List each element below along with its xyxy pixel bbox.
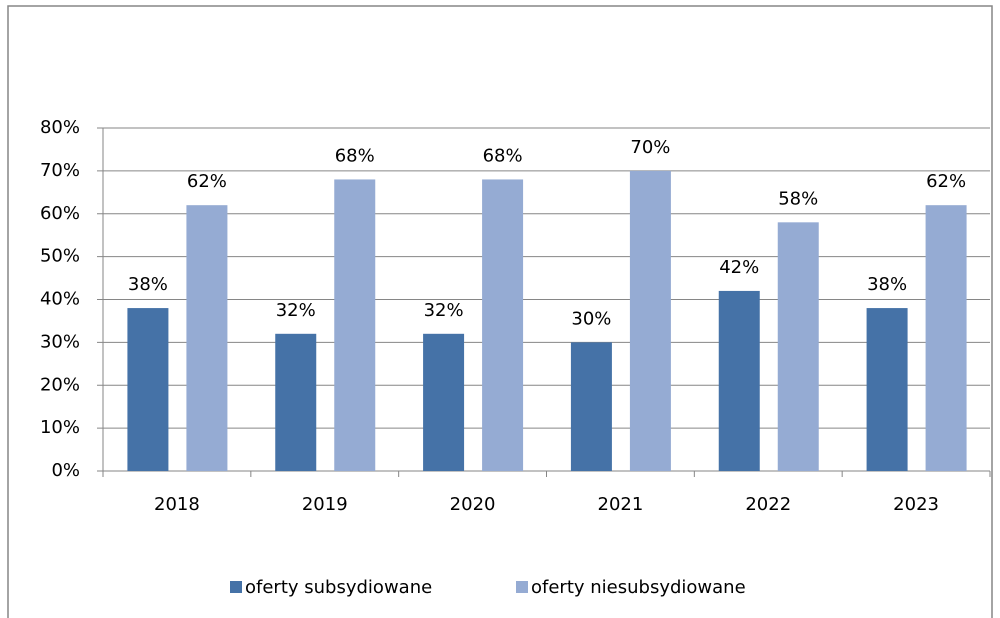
data-label: 38% <box>128 274 168 295</box>
bar <box>423 333 465 471</box>
legend-label: oferty niesubsydiowane <box>531 577 746 598</box>
bar <box>629 170 671 471</box>
chart-frame <box>7 5 993 618</box>
y-tick-label: 10% <box>40 417 80 438</box>
y-tick-label: 40% <box>40 289 80 310</box>
x-tick-label: 2020 <box>450 494 496 515</box>
y-tick-label: 80% <box>40 117 80 138</box>
data-label: 42% <box>719 257 759 278</box>
data-label: 58% <box>778 188 818 209</box>
bar <box>777 222 819 471</box>
data-label: 32% <box>424 300 464 321</box>
data-label: 68% <box>483 145 523 166</box>
x-tick-label: 2018 <box>154 494 200 515</box>
x-tick-label: 2022 <box>745 494 791 515</box>
x-tick-label: 2019 <box>302 494 348 515</box>
y-tick-label: 60% <box>40 203 80 224</box>
data-label: 62% <box>926 171 966 192</box>
data-label: 32% <box>276 300 316 321</box>
data-label: 68% <box>335 145 375 166</box>
bar <box>127 308 169 471</box>
bar <box>186 205 228 472</box>
y-tick-label: 50% <box>40 246 80 267</box>
bar <box>570 342 612 471</box>
x-tick-label: 2021 <box>598 494 644 515</box>
data-label: 62% <box>187 171 227 192</box>
x-tick-label: 2023 <box>893 494 939 515</box>
y-tick-label: 70% <box>40 160 80 181</box>
legend-swatch <box>516 581 528 593</box>
bar <box>718 290 760 471</box>
bar <box>275 333 317 471</box>
legend-label: oferty subsydiowane <box>245 577 432 598</box>
y-tick-label: 30% <box>40 331 80 352</box>
data-label: 70% <box>630 137 670 158</box>
legend-swatch <box>230 581 242 593</box>
y-tick-label: 20% <box>40 374 80 395</box>
y-tick-label: 0% <box>51 460 80 481</box>
data-label: 30% <box>571 308 611 329</box>
data-label: 38% <box>867 274 907 295</box>
bar <box>334 179 376 471</box>
bar <box>866 308 908 471</box>
bar <box>482 179 524 471</box>
bar <box>925 205 967 472</box>
